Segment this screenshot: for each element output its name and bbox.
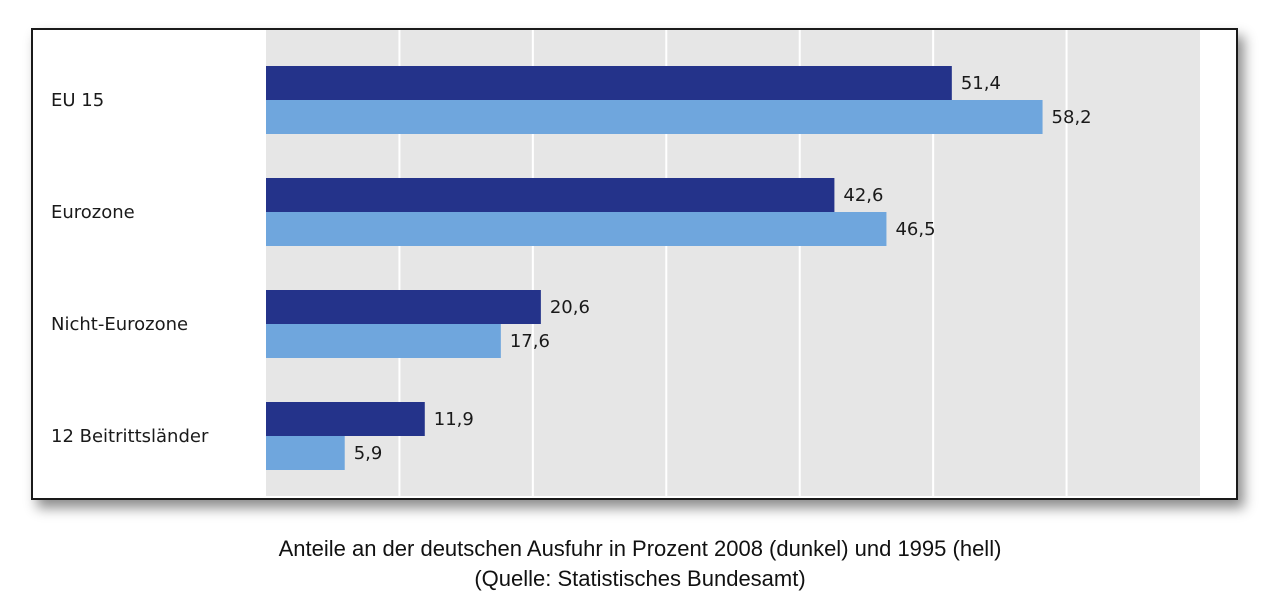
category-label: Eurozone: [51, 202, 135, 223]
bar: [266, 212, 887, 246]
data-label: 17,6: [510, 331, 550, 352]
data-label: 58,2: [1052, 107, 1092, 128]
bar: [266, 178, 835, 212]
chart-frame: EU 15 51,4 58,2 Eurozone 42,6 46,5 Nicht-Euroz…: [31, 28, 1238, 500]
category-label: EU 15: [51, 90, 104, 111]
bar: [266, 324, 501, 358]
data-label: 11,9: [434, 409, 474, 430]
bar: [266, 436, 345, 470]
bar: [266, 100, 1043, 134]
source-caption: (Quelle: Statistisches Bundesamt): [474, 566, 806, 591]
bar: [266, 290, 541, 324]
data-label: 51,4: [961, 73, 1001, 94]
data-label: 42,6: [843, 185, 883, 206]
category-label: Nicht-Eurozone: [51, 314, 188, 335]
chart-caption: Anteile an der deutschen Ausfuhr in Proz…: [278, 536, 1002, 561]
bar-chart: EU 15 51,4 58,2 Eurozone 42,6 46,5 Nicht-Euroz…: [51, 30, 1200, 496]
bar: [266, 66, 952, 100]
data-label: 46,5: [895, 219, 935, 240]
data-label: 5,9: [354, 443, 383, 464]
bar: [266, 402, 425, 436]
category-label: 12 Beitrittsländer: [51, 426, 209, 447]
data-label: 20,6: [550, 297, 590, 318]
